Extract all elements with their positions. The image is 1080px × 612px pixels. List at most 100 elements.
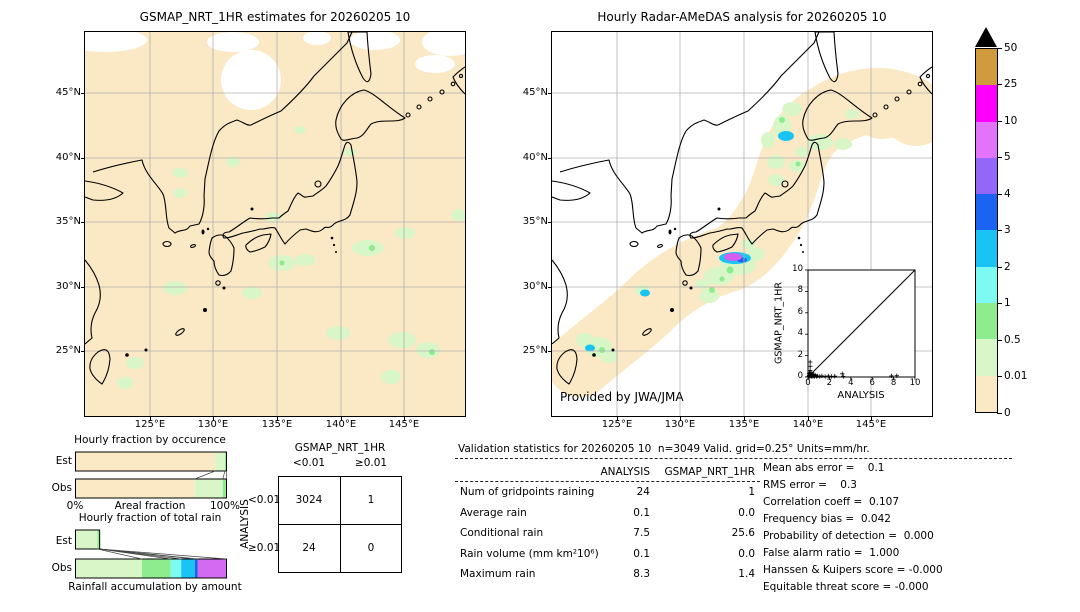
inset-y-tick-label: 0 [797,371,803,381]
stats-score: Mean abs error = 0.1 [763,462,885,474]
colorbar-segment [976,266,997,304]
lon-label: 145°E [388,419,420,430]
contingency-col-label-1: ≥0.01 [354,457,388,469]
moderate-rain-dots [599,117,801,353]
lon-label: 140°E [325,419,357,430]
stats-row-analysis: 8.3 [633,568,650,580]
colorbar-tick [997,339,1002,341]
inset-x-tick-label: 6 [869,378,875,388]
inset-x-tick-label: 4 [848,378,854,388]
category-connector [194,470,216,480]
lon-tick [276,417,278,421]
lat-label: 40°N [522,152,548,163]
contingency-value-01: 1 [367,494,375,506]
contingency-value-11: 0 [367,542,375,554]
lon-label: 125°E [134,419,166,430]
lat-tick [81,157,85,159]
est-bar-outline [75,529,101,550]
bar-segment [222,479,227,498]
contingency-row-label-0: <0.01 [248,494,281,506]
lat-tick [81,221,85,223]
bar-segment [194,479,223,498]
colorbar-tick-label: 1 [1004,297,1011,309]
occurrence-title: Hourly fraction by occurence [74,434,226,446]
totalrain-bars [75,529,227,579]
stats-row-analysis: 24 [636,486,650,498]
stats-row-label: Num of gridpoints raining [460,486,595,498]
contingency-value-00: 3024 [295,494,323,506]
heavy-rain-cells [585,131,794,352]
occurrence-obs-label: Obs [51,482,72,494]
lat-label: 25°N [522,345,548,356]
stats-row-analysis: 7.5 [633,527,650,539]
lon-label: 145°E [855,419,887,430]
lat-tick [81,286,85,288]
colorbar-tick [997,230,1002,231]
totalrain-xaxis-label: Rainfall accumulation by amount [68,581,242,593]
lon-tick [616,417,618,421]
lat-label: 35°N [522,216,548,227]
inset-x-tick-label: 2 [826,378,833,388]
light-rain-patches [117,126,465,389]
stats-row-label: Conditional rain [460,527,544,539]
colorbar-tick-label: 50 [1004,41,1018,54]
colorbar-tick [997,266,1002,268]
colorbar-tick-label: 3 [1004,224,1011,236]
one-to-one-line [807,269,916,378]
lat-label: 30°N [55,281,81,292]
colorbar-tick [997,376,1002,377]
contingency-value-10: 24 [302,542,316,554]
colorbar-segment [976,303,997,340]
colorbar-segment [976,121,997,158]
colorbar-tick-label: 2 [1004,260,1011,273]
category-connector [99,548,227,560]
stats-col-gsmap: GSMAP_NRT_1HR [664,466,755,478]
gsmap-map-svg [85,32,465,416]
bar-segment [215,452,225,471]
colorbar-tick [997,303,1002,304]
stats-divider-header [455,481,760,482]
inset-yaxis-label: GSMAP_NRT_1HR [773,282,785,364]
stats-score: Probability of detection = 0.000 [763,530,934,542]
gsmap-estimate-map [84,31,466,417]
stats-score: Frequency bias = 0.042 [763,513,891,525]
stats-row-gsmap: 0.0 [738,506,755,519]
radar-map-svg [552,32,932,416]
inset-x-tick-label: 10 [909,378,921,388]
lon-tick [149,417,151,421]
colorbar-overflow-triangle [975,27,997,47]
stats-row-gsmap: 1.4 [738,568,755,580]
lon-tick [403,417,405,421]
colorbar-segment [976,49,997,86]
colorbar-tick [997,193,1002,195]
bar-segment [224,452,227,471]
totalrain-est-label: Est [55,535,72,547]
lon-tick [679,417,681,421]
inset-y-tick-label: 6 [797,306,803,317]
colorbar-tick [997,120,1002,122]
lat-tick [81,350,85,352]
stats-row-analysis: 0.1 [633,506,650,519]
lat-tick [548,92,552,94]
colorbar-segment [976,194,997,231]
contingency-row-label-1: ≥0.01 [248,542,281,554]
stats-row-analysis: 0.1 [633,547,650,560]
lat-tick [81,92,85,94]
scatter-points [806,359,900,379]
lon-label: 130°E [197,419,229,430]
contingency-col-label-0: <0.01 [292,457,326,469]
stats-score: Equitable threat score = -0.000 [763,581,929,593]
category-connector [97,548,143,560]
lon-label: 125°E [601,419,633,430]
radar-amedas-map [551,31,933,417]
stats-divider-top [455,458,1012,459]
inset-y-tick-label: 8 [797,285,803,296]
colorbar-segment [976,339,997,376]
colorbar-segment [976,157,997,195]
category-connector [222,470,226,480]
lon-label: 130°E [664,419,696,430]
left-map-title: GSMAP_NRT_1HR estimates for 20260205 10 [139,10,411,24]
totalrain-obs-label: Obs [51,562,72,574]
stats-row-label: Rain volume (mm km²10⁶) [460,547,599,560]
bar-segment [197,559,227,578]
